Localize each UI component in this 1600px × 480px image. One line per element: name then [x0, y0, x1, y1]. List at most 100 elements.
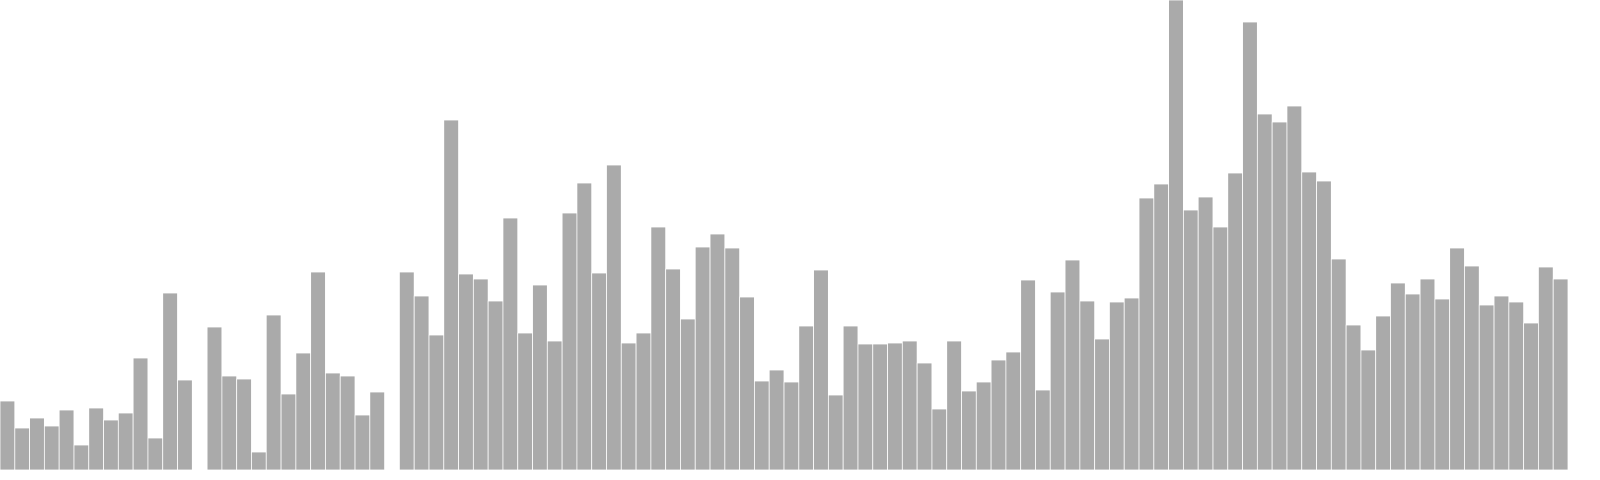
bar: [1375, 315, 1391, 471]
bar: [1552, 278, 1569, 471]
bar: [1404, 293, 1421, 471]
bar: [887, 342, 903, 471]
bar: [532, 284, 548, 471]
bar: [1390, 282, 1406, 471]
bar: [694, 246, 711, 471]
bar: [1212, 226, 1229, 471]
bar: [295, 352, 312, 471]
bar: [354, 414, 371, 471]
bar: [1197, 196, 1214, 471]
bar: [1153, 183, 1170, 471]
bar: [1020, 279, 1036, 471]
bar: [1168, 0, 1184, 471]
bar: [650, 226, 667, 471]
bar: [872, 343, 888, 471]
bar: [1419, 278, 1436, 471]
bar: [813, 269, 829, 471]
bar: [1508, 301, 1525, 471]
bar: [58, 409, 75, 471]
bar: [1242, 21, 1258, 471]
bar: [0, 400, 16, 471]
bar: [369, 391, 386, 471]
bar: [147, 437, 164, 471]
bar: [827, 394, 844, 471]
bar: [517, 332, 533, 471]
bar: [1478, 304, 1495, 471]
bar: [162, 292, 178, 471]
bar: [724, 247, 741, 471]
bar: [1094, 338, 1110, 471]
bar: [1538, 266, 1554, 471]
bar: [398, 271, 415, 471]
bar: [251, 451, 267, 471]
bar: [1227, 172, 1243, 471]
bar: [487, 300, 504, 471]
bar: [1345, 324, 1362, 471]
bar: [620, 342, 637, 471]
bar: [665, 268, 681, 471]
bar: [901, 340, 918, 471]
bar: [1005, 351, 1022, 471]
bar: [1493, 295, 1510, 471]
bar: [754, 380, 770, 471]
bar: [842, 325, 859, 471]
bar: [975, 381, 992, 471]
bar: [1523, 322, 1539, 471]
bar: [29, 417, 45, 471]
bar: [961, 390, 977, 471]
bar: [576, 182, 593, 471]
bar: [1049, 291, 1066, 471]
bar: [1035, 389, 1051, 471]
bar: [280, 393, 297, 471]
bar: [768, 369, 785, 471]
bar: [680, 318, 696, 471]
bar: [1464, 265, 1480, 471]
bar: [1182, 209, 1199, 471]
bar: [502, 217, 519, 471]
bar: [310, 271, 326, 471]
bar: [221, 375, 238, 471]
bar: [546, 340, 563, 471]
bar: [990, 359, 1007, 471]
bar: [1449, 247, 1465, 471]
bar: [88, 407, 104, 471]
bar: [931, 408, 948, 471]
bar: [739, 296, 755, 471]
bar: [1256, 113, 1273, 471]
bar: [783, 381, 800, 471]
bar: [103, 419, 119, 471]
bar: [443, 119, 459, 471]
bar: [236, 378, 252, 471]
bar: [472, 278, 489, 471]
bar: [1301, 171, 1317, 471]
bar: [1138, 197, 1155, 471]
bar: [1079, 300, 1096, 471]
bar: [798, 325, 814, 471]
bar: [606, 164, 622, 471]
bar: [413, 295, 430, 471]
bar: [339, 375, 356, 471]
bar: [946, 340, 962, 471]
bar: [206, 326, 223, 471]
bar: [73, 444, 90, 471]
bar: [14, 427, 30, 471]
bar: [1271, 121, 1288, 471]
bar: [916, 362, 933, 471]
bar: [132, 357, 149, 471]
bar: [635, 332, 652, 471]
bar: [1360, 349, 1377, 471]
bar: [857, 343, 874, 471]
bar: [325, 372, 341, 471]
bar: [428, 334, 445, 471]
bar: [1434, 298, 1451, 471]
bar: [1330, 258, 1347, 471]
bar: [1064, 259, 1081, 471]
bar: [709, 233, 726, 471]
bar: [1109, 301, 1125, 471]
bar: [43, 425, 60, 471]
bar: [591, 272, 607, 471]
bar: [117, 412, 134, 471]
bar: [265, 314, 282, 471]
